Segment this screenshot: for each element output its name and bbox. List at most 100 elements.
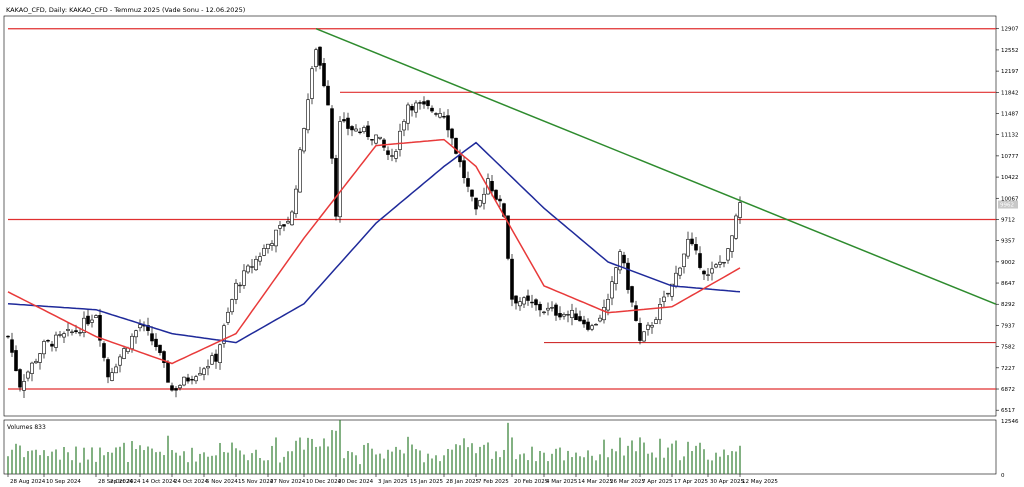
candle-down [578,316,582,322]
candle-down [358,131,362,134]
candle-up [618,251,622,271]
candle-down [626,262,630,290]
candle-up [90,319,94,323]
candle-up [218,344,222,364]
candle-down [530,301,534,304]
candle-up [66,329,70,331]
price-tick-label: 10422 [1001,175,1019,181]
candle-up [614,267,618,285]
candle-down [466,178,470,187]
candle-up [258,256,262,262]
time-tick-label: 14 Oct 2024 [142,479,177,485]
candle-up [722,261,726,264]
candle-down [322,63,326,87]
time-tick-label: 15 Nov 2024 [238,479,274,485]
price-tick-label: 7937 [1001,323,1015,329]
candle-down [574,313,578,321]
candle-up [294,188,298,215]
volume-tick-label: 0 [1001,473,1005,479]
candle-up [398,130,402,150]
candle-up [438,113,442,118]
candle-down [526,295,530,301]
time-tick-label: 20 Feb 2025 [514,479,549,485]
candle-up [178,385,182,389]
candle-up [678,267,682,276]
candle-up [278,225,282,229]
candle-down [14,350,18,372]
candle-down [342,119,346,122]
candle-down [498,198,502,202]
candle-down [622,254,626,264]
candle-down [186,377,190,382]
candle-down [426,100,430,106]
candle-up [134,330,138,338]
candle-down [630,286,634,303]
candle-down [446,115,450,131]
candle-down [158,344,162,353]
candle-up [310,68,314,99]
price-pane-frame [3,15,997,417]
price-tick-label: 12907 [1001,27,1019,33]
candle-up [290,211,294,226]
candle-up [266,243,270,249]
candle-down [694,244,698,251]
candle-up [406,104,410,124]
candle-down [458,155,462,163]
price-tick-label: 6872 [1001,387,1015,393]
candle-up [30,362,34,374]
time-tick-label: 20 Dec 2024 [338,479,374,485]
candle-up [718,261,722,265]
candle-down [214,353,218,362]
candle-down [462,160,466,179]
candle-up [250,266,254,268]
candle-up [482,193,486,204]
time-tick-label: 2 Oct 2024 [110,479,141,485]
candle-up [518,301,522,307]
candle-up [314,49,318,68]
candle-down [506,215,510,259]
candle-down [638,323,642,341]
candle-up [34,361,38,364]
candle-up [270,243,274,246]
volume-bars [7,420,741,474]
candle-up [570,310,574,318]
candle-down [442,116,446,118]
price-axis: 6517 6872 7227 7582 7937 8292 8647 9002 9357 9712… [996,27,1019,414]
candle-up [78,332,82,334]
candle-up [522,297,526,305]
time-tick-label: 5 Nov 2024 [206,479,238,485]
candle-down [102,343,106,358]
candle-up [566,314,570,316]
candle-down [174,388,178,391]
ema-slow-line [7,141,741,344]
price-tick-label: 8292 [1001,302,1015,308]
time-tick-label: 26 Mar 2025 [610,479,645,485]
candle-up [230,299,234,313]
candle-up [374,134,378,144]
candle-up [662,296,666,302]
time-tick-label: 4 Mar 2025 [546,479,578,485]
price-tick-label: 11487 [1001,111,1019,117]
price-tick-label: 11842 [1001,90,1019,96]
price-tick-label: 11132 [1001,133,1019,139]
candle-up [58,334,62,336]
candle-up [594,323,598,326]
candle-down [690,238,694,245]
time-tick-label: 28 Aug 2024 [10,479,46,485]
candle-down [510,258,514,300]
candle-up [730,235,734,252]
candle-up [378,136,382,139]
candle-up [394,151,398,159]
candle-down [330,108,334,159]
candle-up [550,307,554,309]
candle-up [122,348,126,359]
candle-up [562,313,566,317]
candle-up [274,229,278,247]
time-tick-label: 7 Feb 2025 [478,479,509,485]
chart-title: KAKAO_CFD, Daily: KAKAO_CFD - Temmuz 202… [6,6,245,14]
candle-up [650,325,654,328]
candle-up [138,324,142,329]
price-tick-label: 9712 [1001,217,1015,223]
time-tick-label: 15 Jan 2025 [410,479,443,485]
ema-fast-line [7,138,741,365]
